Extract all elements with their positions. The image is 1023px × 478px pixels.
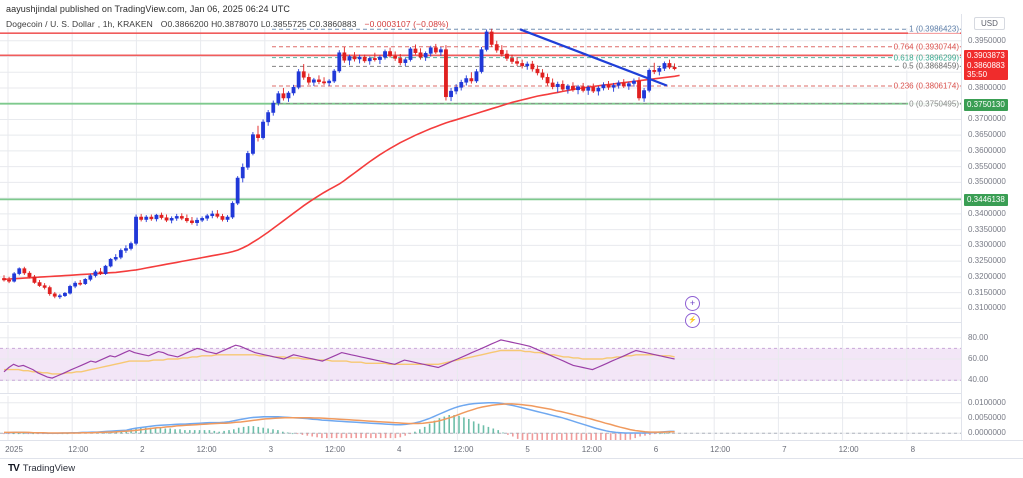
ohlc-open: O0.3866200 [160, 19, 209, 29]
macd-axis-tick: 0.0050000 [968, 413, 1006, 422]
attribution-text: aayushjindal published on TradingView.co… [6, 4, 291, 14]
price-axis-tick: 0.3650000 [968, 130, 1006, 140]
quick-action-button[interactable]: ⚡ [685, 313, 700, 328]
time-axis-tick: 12:00 [838, 445, 859, 454]
time-axis-tick: 2 [140, 445, 145, 454]
tradingview-logo[interactable]: TV TradingView [8, 463, 75, 474]
price-axis-tick: 0.3500000 [968, 177, 1006, 187]
fib-level-label: 0 (0.3750495) [908, 99, 960, 109]
time-axis-tick: 4 [396, 445, 402, 454]
time-axis-tick: 12:00 [68, 445, 89, 454]
price-axis-tick: 0.3800000 [968, 82, 1006, 92]
time-axis-tick: 5 [525, 445, 530, 454]
macd-axis-tick: 0.0000000 [968, 428, 1006, 438]
tradingview-wordmark: TradingView [22, 463, 76, 474]
price-pane[interactable] [0, 28, 961, 322]
ohlc-close: C0.3860883 [309, 19, 357, 29]
fib-level-label: 0.764 (0.3930744) [892, 42, 960, 52]
fib-level-label: 0.618 (0.3896299) [892, 53, 960, 63]
tradingview-mark-icon: TV [8, 463, 20, 474]
time-axis-tick: 3 [268, 445, 274, 454]
footer-bar: TV TradingView [0, 458, 1023, 478]
price-axis-tick: 0.3100000 [968, 303, 1006, 313]
time-axis-tick: 12:00 [453, 445, 474, 454]
price-axis-tick: 0.3300000 [968, 240, 1006, 250]
support-upper-badge[interactable]: 0.3750130 [964, 98, 1008, 111]
macd-pane[interactable] [0, 396, 961, 440]
price-axis[interactable]: USD 0.39500000.39000000.38500000.3800000… [961, 14, 1023, 440]
rsi-axis-tick: 60.00 [968, 354, 989, 363]
price-axis-tick: 0.3700000 [968, 114, 1006, 124]
price-axis-tick: 0.3250000 [968, 256, 1006, 266]
price-change: −0.0003107 (−0.08%) [364, 19, 449, 29]
plus-icon: + [689, 298, 696, 308]
rsi-axis-tick: 80.00 [968, 332, 989, 342]
symbol-name[interactable]: Dogecoin / U. S. Dollar [6, 19, 95, 29]
fib-level-label: 1 (0.3986423) [908, 24, 960, 34]
price-axis-tick: 0.3600000 [968, 145, 1006, 155]
time-axis-tick: 12:00 [581, 445, 602, 454]
price-axis-tick: 0.3200000 [968, 271, 1006, 281]
support-lower-badge[interactable]: 0.3446138 [964, 194, 1008, 207]
time-axis-tick: 7 [782, 445, 787, 454]
rsi-pane[interactable] [0, 325, 961, 393]
fib-level-label: 0.5 (0.3868459) [901, 61, 960, 71]
rsi-axis-tick: 40.00 [968, 375, 989, 385]
time-axis-tick: 8 [910, 445, 916, 454]
interval-label[interactable]: 1h [102, 19, 113, 29]
price-axis-tick: 0.3950000 [968, 35, 1006, 45]
currency-label: USD [974, 17, 1005, 30]
bar-countdown: 35:50 [967, 69, 988, 79]
macd-axis-tick: 0.0100000 [968, 397, 1006, 407]
ohlc-high: H0.3878070 [211, 19, 259, 29]
time-axis-tick: 12:00 [710, 445, 731, 454]
lightning-icon: ⚡ [688, 317, 697, 324]
time-axis-tick: 12:00 [324, 445, 346, 454]
exchange-label: KRAKEN [117, 19, 153, 29]
price-axis-tick: 0.3400000 [968, 208, 1006, 218]
last-price-badge[interactable]: 0.3860883 35:50 [964, 59, 1008, 80]
symbol-info-bar: Dogecoin / U. S. Dollar, 1h, KRAKEN O0.3… [6, 19, 449, 29]
time-axis[interactable]: 2025 12:00 2 12:00 3 12:00 4 12:00 5 12:00 6 12:00 7… [0, 440, 1023, 458]
add-indicator-button[interactable]: + [685, 296, 700, 311]
price-axis-tick: 0.3350000 [968, 224, 1006, 234]
fib-level-label: 0.236 (0.3806174) [892, 81, 960, 91]
price-axis-tick: 0.3550000 [968, 161, 1006, 171]
time-axis-tick: 6 [653, 445, 659, 454]
price-axis-tick: 0.3150000 [968, 287, 1006, 297]
ohlc-low: L0.3855725 [260, 19, 307, 29]
time-axis-tick: 12:00 [196, 445, 217, 454]
resistance-price-badge[interactable]: 0.3903873 [964, 50, 1008, 63]
time-axis-tick: 2025 [5, 445, 23, 454]
